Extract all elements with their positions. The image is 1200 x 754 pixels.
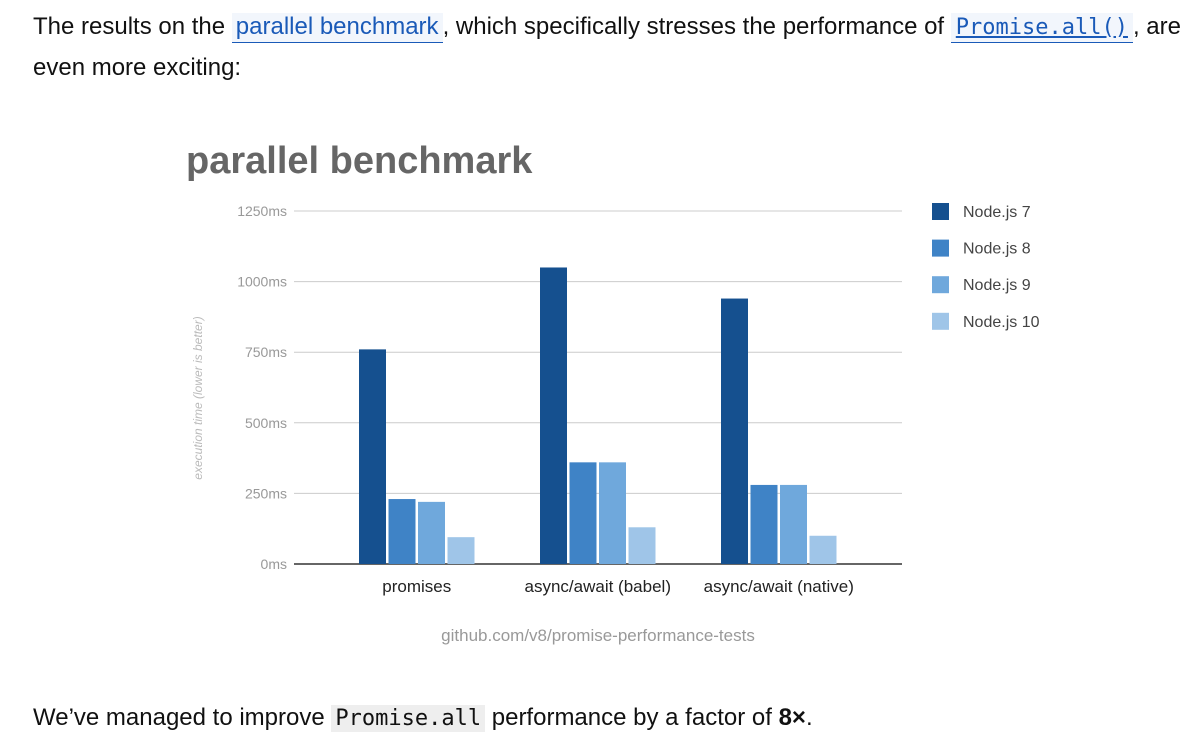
legend-label: Node.js 8 [963,241,1031,258]
legend-swatch [932,203,949,220]
intro-text-end: , are even more exciting: [33,13,1181,81]
y-tick-label: 0ms [261,556,287,572]
parallel-benchmark-link[interactable]: parallel benchmark [231,13,443,43]
bar-node-js-7-2 [721,298,748,564]
legend-swatch [932,276,949,294]
y-tick-label: 250ms [245,485,287,501]
outro-paragraph: We’ve managed to improve Promise.all per… [33,698,813,739]
promise-all-code: Promise.all() [955,15,1128,40]
bar-node-js-7-1 [540,267,567,564]
legend-label: Node.js 9 [963,277,1031,294]
bar-node-js-8-1 [569,462,597,564]
outro-text-start: We’ve managed to improve [33,704,332,731]
bar-node-js-8-0 [388,499,416,564]
intro-text-start: The results on the [33,13,232,40]
legend-swatch [932,239,949,257]
y-tick-label: 1000ms [237,274,287,290]
x-tick-label: async/await (babel) [525,577,671,596]
intro-paragraph: The results on the parallel benchmark, w… [33,7,1183,88]
y-tick-label: 1250ms [237,203,287,219]
bar-node-js-10-1 [628,527,656,564]
improvement-factor: 8× [778,704,806,731]
y-tick-label: 500ms [245,415,287,431]
legend-swatch [932,312,949,330]
y-axis-label: execution time (lower is better) [191,316,205,479]
bar-node-js-7-0 [359,349,386,564]
outro-text-end: . [805,704,813,731]
bar-node-js-10-0 [447,537,475,564]
bar-node-js-10-2 [809,535,837,564]
legend-label: Node.js 7 [963,204,1031,221]
bar-node-js-8-2 [750,484,778,564]
chart-source-label: github.com/v8/promise-performance-tests [441,626,755,645]
promise-all-link[interactable]: Promise.all() [950,13,1133,43]
x-tick-label: promises [382,577,451,596]
chart-title: parallel benchmark [186,140,533,182]
x-tick-label: async/await (native) [704,577,854,596]
legend-label: Node.js 10 [963,314,1040,331]
bar-node-js-9-2 [780,484,807,564]
bar-node-js-9-1 [599,462,626,564]
promise-all-inline-code: Promise.all [331,705,486,732]
outro-text-middle: performance by a factor of [485,704,779,731]
intro-text-middle: , which specifically stresses the perfor… [442,13,951,40]
y-tick-label: 750ms [245,344,287,360]
bar-node-js-9-0 [418,501,445,564]
